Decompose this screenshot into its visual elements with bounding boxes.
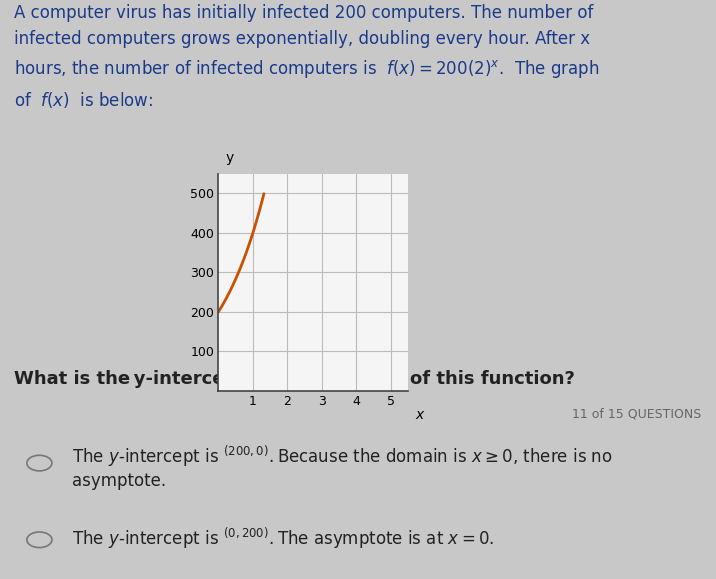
Text: 11 of 15 QUESTIONS: 11 of 15 QUESTIONS <box>572 408 702 421</box>
Text: A computer virus has initially infected 200 computers. The number of
infected co: A computer virus has initially infected … <box>14 4 600 109</box>
Text: The $y$-intercept is $^{(200,0)}$. Because the domain is $x\geq0$, there is no: The $y$-intercept is $^{(200,0)}$. Becau… <box>72 444 612 468</box>
Text: y: y <box>226 151 234 165</box>
Text: What is the y-intercept and asymptote of this function?: What is the y-intercept and asymptote of… <box>14 369 575 387</box>
Text: x: x <box>416 408 424 422</box>
Text: The $y$-intercept is $^{(0,200)}$. The asymptote is at $x=0$.: The $y$-intercept is $^{(0,200)}$. The a… <box>72 526 494 551</box>
Text: asymptote.: asymptote. <box>72 472 165 490</box>
